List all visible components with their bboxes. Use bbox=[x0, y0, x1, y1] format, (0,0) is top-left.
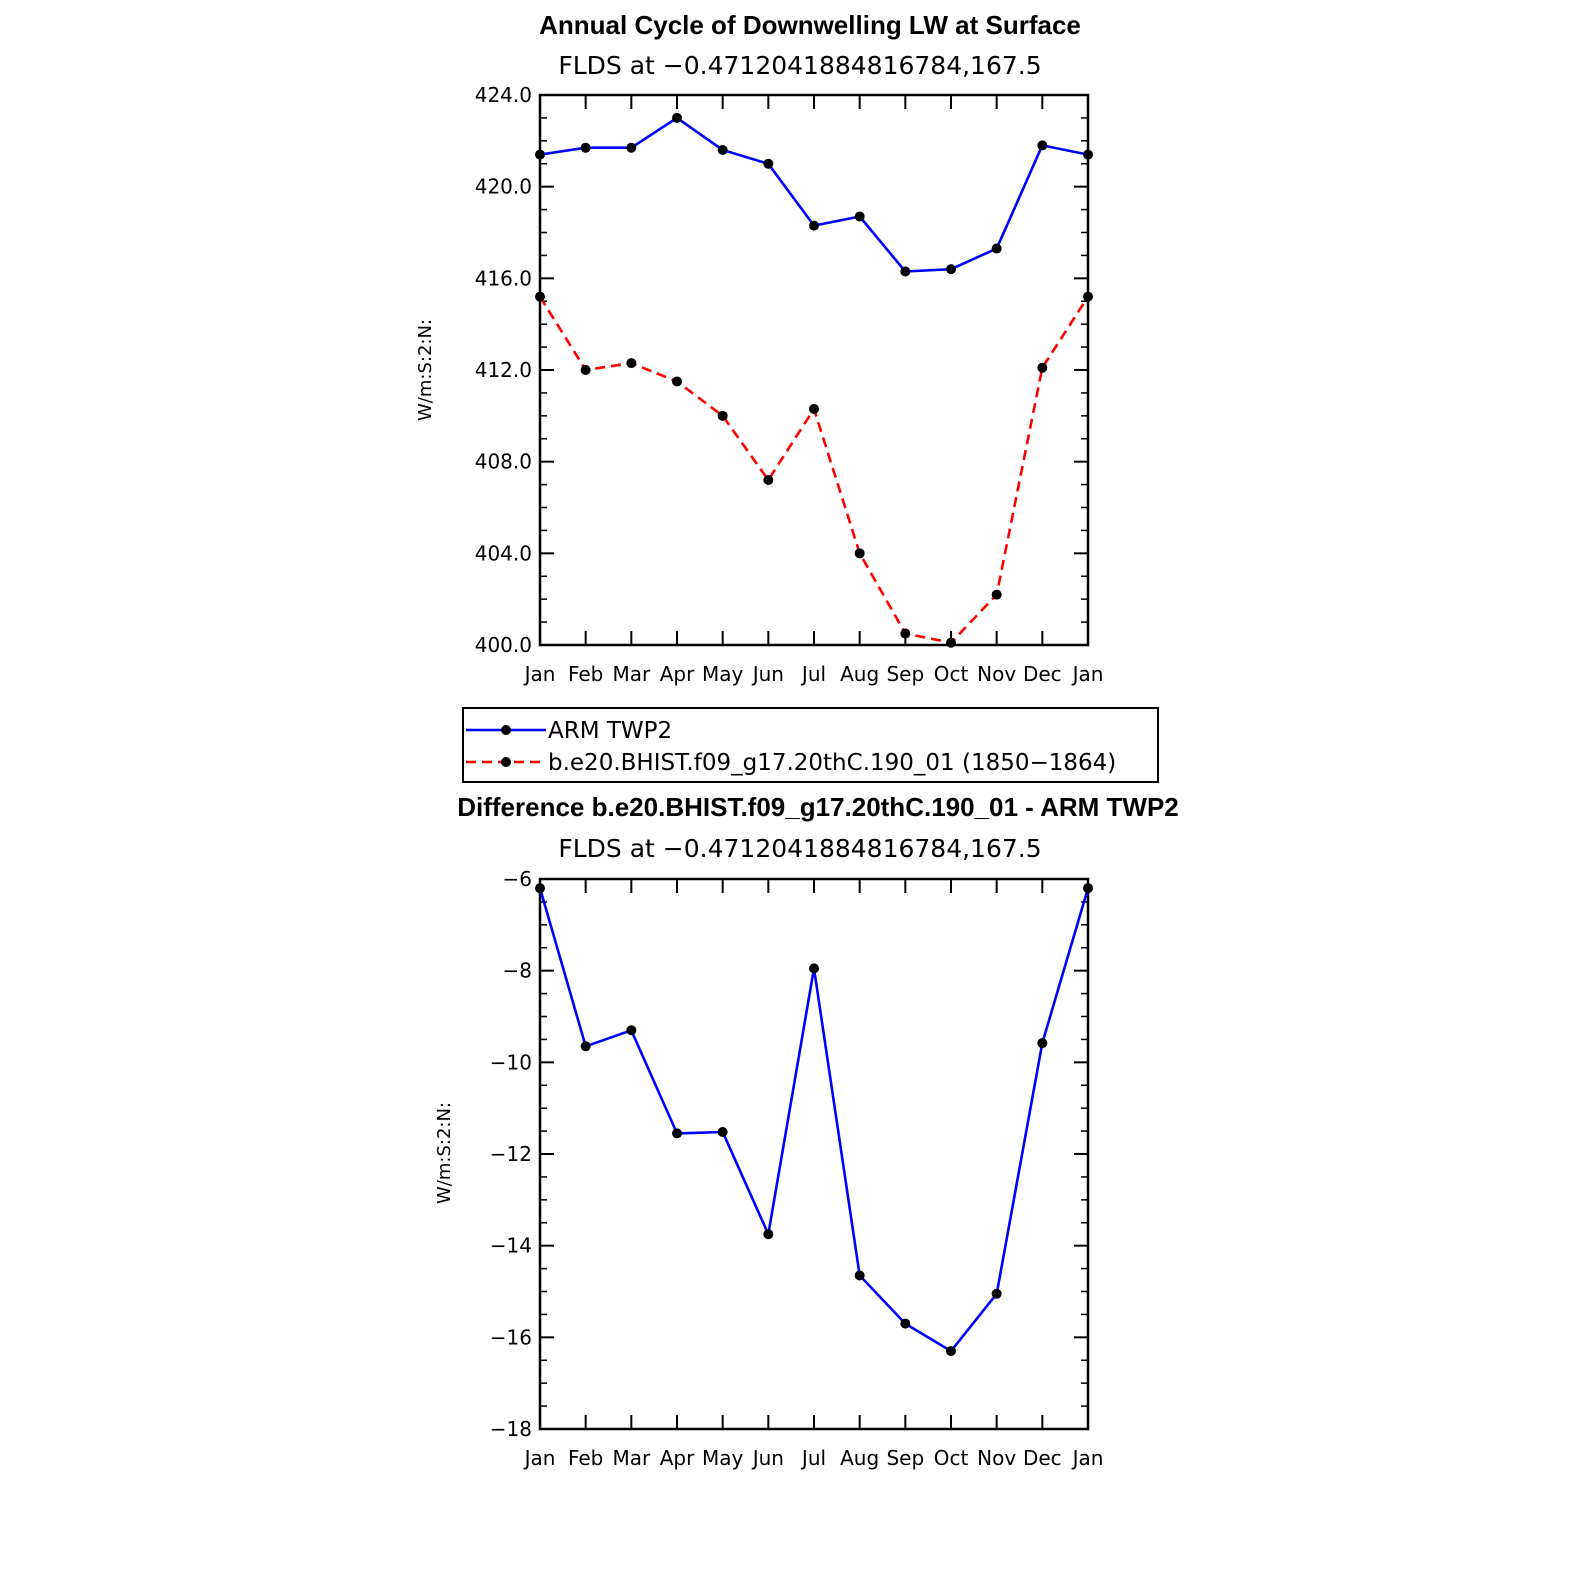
series-0-point bbox=[580, 1041, 591, 1052]
series-0-point bbox=[809, 963, 819, 974]
series-0-point bbox=[991, 1288, 1002, 1299]
x-tick-label: Jul bbox=[800, 1446, 826, 1470]
series-0-point bbox=[854, 1270, 865, 1281]
y-axis-label: W/m:S:2:N: bbox=[415, 319, 436, 421]
legend: ARM TWP2 b.e20.BHIST.f09_g17.20thC.190_0… bbox=[462, 707, 1159, 783]
series-0-point bbox=[717, 1127, 728, 1137]
plot-frame bbox=[538, 877, 1090, 1431]
x-tick-label: Aug bbox=[840, 662, 879, 686]
series-0-point bbox=[626, 1025, 637, 1036]
series-0-point bbox=[991, 243, 1002, 254]
series-0-point bbox=[672, 1128, 682, 1139]
series-1-point bbox=[1037, 362, 1048, 373]
x-tick-label: Sep bbox=[886, 1446, 924, 1470]
x-tick-label: Feb bbox=[568, 1446, 603, 1470]
chart-subtitle: FLDS at −0.4712041884816784,167.5 bbox=[558, 51, 1041, 80]
legend-marker-arm bbox=[501, 725, 511, 735]
series-0-point bbox=[946, 1346, 956, 1357]
series-0-point bbox=[535, 883, 545, 894]
series-0-point bbox=[946, 264, 956, 275]
series-0-point bbox=[763, 1229, 774, 1240]
chart-title: Annual Cycle of Downwelling LW at Surfac… bbox=[539, 10, 1081, 40]
chart-title: Difference b.e20.BHIST.f09_g17.20thC.190… bbox=[457, 792, 1179, 822]
legend-label-arm: ARM TWP2 bbox=[548, 718, 672, 744]
x-tick-label: Nov bbox=[977, 662, 1016, 686]
y-tick-label: −16 bbox=[490, 1325, 532, 1349]
series-0-point bbox=[535, 149, 545, 160]
series-1-point bbox=[1083, 291, 1093, 302]
x-tick-label: Jan bbox=[1071, 662, 1104, 686]
series-1-point bbox=[854, 548, 865, 559]
series-0-point bbox=[900, 266, 911, 277]
x-tick-label: Jun bbox=[751, 662, 784, 686]
series-line-0 bbox=[539, 116, 1089, 273]
x-tick-label: Mar bbox=[612, 662, 651, 686]
series-0-point bbox=[1037, 1038, 1048, 1049]
x-tick-label: Dec bbox=[1023, 662, 1062, 686]
x-tick-label: Aug bbox=[840, 1446, 879, 1470]
y-tick-label: 400.0 bbox=[475, 633, 532, 657]
legend-label-model: b.e20.BHIST.f09_g17.20thC.190_01 (1850−1… bbox=[548, 750, 1116, 776]
x-tick-label: Mar bbox=[612, 1446, 651, 1470]
y-tick-label: 404.0 bbox=[475, 541, 532, 565]
annual-cycle-chart: Annual Cycle of Downwelling LW at Surfac… bbox=[415, 10, 1103, 686]
y-tick-label: −12 bbox=[490, 1142, 532, 1166]
series-0-point bbox=[580, 142, 591, 153]
series-0-point bbox=[1083, 883, 1093, 894]
series-0-point bbox=[1037, 140, 1048, 151]
series-0-point bbox=[854, 211, 865, 222]
series-1-point bbox=[717, 410, 728, 421]
series-1-point bbox=[672, 376, 682, 387]
series-0-point bbox=[626, 142, 637, 153]
x-tick-label: Jul bbox=[800, 662, 826, 686]
x-tick-label: Jan bbox=[523, 1446, 556, 1470]
x-tick-label: Apr bbox=[660, 662, 695, 686]
x-tick-label: Feb bbox=[568, 662, 603, 686]
x-tick-label: Oct bbox=[934, 1446, 969, 1470]
y-tick-label: −8 bbox=[503, 959, 532, 983]
series-1-point bbox=[535, 291, 545, 302]
x-tick-label: Apr bbox=[660, 1446, 695, 1470]
series-1-point bbox=[763, 475, 774, 485]
y-tick-label: 408.0 bbox=[475, 450, 532, 474]
series-line-1 bbox=[538, 295, 1090, 645]
x-tick-label: Dec bbox=[1023, 1446, 1062, 1470]
series-1-point bbox=[580, 365, 591, 375]
y-tick-label: −14 bbox=[490, 1234, 532, 1258]
series-0-point bbox=[900, 1318, 911, 1329]
x-tick-label: May bbox=[702, 662, 744, 686]
series-0-point bbox=[672, 112, 682, 123]
y-tick-label: −6 bbox=[503, 867, 532, 891]
series-1-point bbox=[991, 589, 1002, 600]
y-tick-label: 412.0 bbox=[475, 358, 532, 382]
legend-box bbox=[462, 707, 1159, 783]
series-line-0 bbox=[538, 887, 1090, 1353]
x-tick-label: Oct bbox=[934, 662, 969, 686]
series-1-point bbox=[946, 637, 956, 648]
y-tick-label: −18 bbox=[490, 1417, 532, 1441]
y-axis-label: W/m:S:2:N: bbox=[434, 1102, 455, 1204]
difference-chart: Difference b.e20.BHIST.f09_g17.20thC.190… bbox=[434, 792, 1179, 1470]
series-0-point bbox=[763, 158, 774, 169]
series-0-point bbox=[1083, 149, 1093, 160]
series-1-point bbox=[900, 628, 911, 639]
x-tick-label: Nov bbox=[977, 1446, 1016, 1470]
y-tick-label: 420.0 bbox=[475, 175, 532, 199]
x-tick-label: May bbox=[702, 1446, 744, 1470]
y-tick-label: 424.0 bbox=[475, 83, 532, 107]
y-tick-label: 416.0 bbox=[475, 266, 532, 290]
plot-frame bbox=[538, 93, 1090, 647]
series-1-point bbox=[626, 358, 637, 369]
series-0-point bbox=[717, 145, 728, 155]
x-tick-label: Jan bbox=[523, 662, 556, 686]
x-tick-label: Jun bbox=[751, 1446, 784, 1470]
chart-subtitle: FLDS at −0.4712041884816784,167.5 bbox=[558, 834, 1041, 863]
x-tick-label: Jan bbox=[1071, 1446, 1104, 1470]
y-tick-label: −10 bbox=[490, 1050, 532, 1074]
series-0-point bbox=[809, 220, 819, 231]
x-tick-label: Sep bbox=[886, 662, 924, 686]
legend-marker-model bbox=[501, 757, 511, 767]
series-1-point bbox=[809, 403, 819, 414]
